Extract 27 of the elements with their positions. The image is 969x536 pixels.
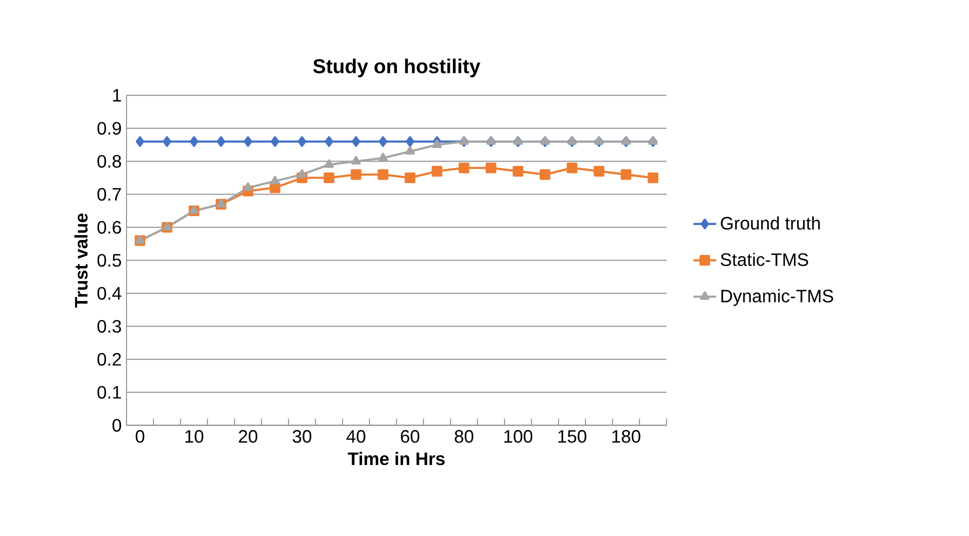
x-tick-label: 40 — [346, 430, 366, 443]
x-tick-label: 150 — [558, 430, 586, 443]
y-tick-label: 0.4 — [97, 286, 122, 300]
y-tick-label: 0.7 — [97, 188, 121, 201]
legend-label: Static-TMS — [720, 252, 808, 266]
y-tick-label: 0 — [112, 418, 122, 432]
y-tick-label: 0.2 — [97, 352, 121, 366]
y-tick-label: 0.5 — [97, 254, 122, 267]
y-tick-label: 0.1 — [97, 386, 121, 399]
legend-label: Dynamic-TMS — [721, 289, 834, 306]
y-axis-title: Trust value — [74, 213, 88, 308]
x-tick-label: 80 — [454, 430, 474, 443]
x-tick-label: 30 — [292, 430, 312, 443]
y-tick-label: 1 — [113, 89, 121, 102]
x-tick-label: 100 — [504, 430, 532, 443]
y-tick-label: 0.9 — [97, 122, 121, 135]
x-tick-label: 0 — [136, 430, 144, 443]
chart-title: Study on hostility — [313, 58, 480, 78]
x-tick-label: 20 — [238, 430, 258, 443]
y-tick-label: 0.8 — [97, 154, 122, 168]
legend-label: Ground truth — [720, 216, 820, 230]
y-tick-label: 0.3 — [97, 320, 122, 333]
x-tick-label: 10 — [185, 430, 204, 443]
x-axis-title: Time in Hrs — [348, 452, 445, 466]
y-tick-label: 0.6 — [97, 220, 122, 234]
x-tick-label: 60 — [400, 430, 420, 443]
x-tick-label: 180 — [612, 430, 640, 443]
